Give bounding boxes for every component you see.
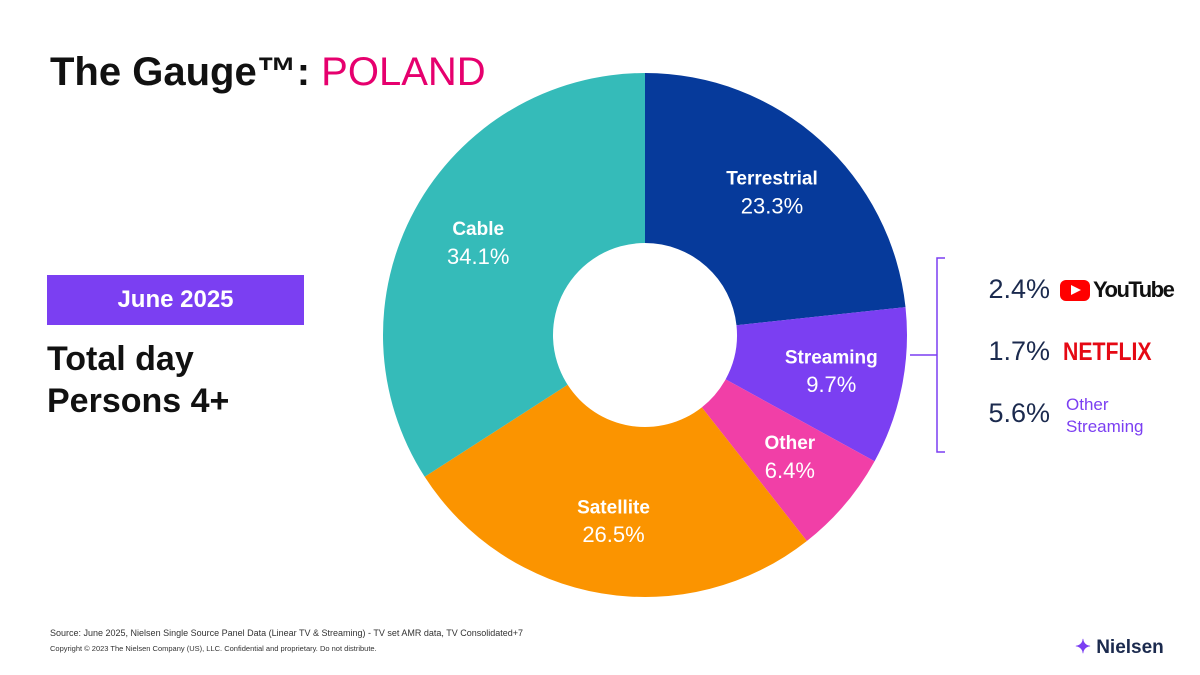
youtube-name: YouTube (1093, 277, 1175, 302)
donut-segment (701, 379, 875, 542)
subtitle: Total day (47, 340, 194, 378)
title: The Gauge™: (50, 50, 311, 94)
donut-segment (383, 73, 645, 477)
breakdown-value: 1.7% (988, 336, 1050, 366)
youtube-play (1071, 285, 1081, 295)
segment-value: 26.5% (582, 522, 644, 547)
segment-label: Cable (452, 219, 504, 240)
netflix-name: NETFLIX (1063, 338, 1152, 366)
segment-label: Other (765, 433, 816, 454)
segment-value: 6.4% (765, 458, 815, 483)
segment-label: Satellite (577, 497, 650, 518)
copyright: Copyright © 2023 The Nielsen Company (US… (50, 644, 377, 653)
other-streaming-name: Other Streaming (1066, 395, 1144, 436)
breakdown-value: 2.4% (988, 274, 1050, 304)
brand-name: Nielsen (1096, 637, 1164, 658)
country: POLAND (321, 50, 486, 94)
source: Source: June 2025, Nielsen Single Source… (50, 628, 524, 638)
segment-label: Terrestrial (726, 169, 818, 190)
donut-segment (725, 307, 907, 462)
subtitle: Persons 4+ (47, 382, 230, 420)
breakdown-value: 5.6% (988, 398, 1050, 428)
brand: ✦ Nielsen (1075, 637, 1164, 658)
donut-segment (424, 384, 807, 597)
segment-value: 23.3% (741, 193, 803, 218)
date-badge: June 2025 (47, 275, 304, 325)
donut-segment (645, 73, 906, 326)
segment-value: 9.7% (806, 372, 856, 397)
segment-label: Streaming (785, 347, 878, 368)
segment-value: 34.1% (447, 244, 509, 269)
title-row: The Gauge™: POLAND (50, 50, 486, 95)
